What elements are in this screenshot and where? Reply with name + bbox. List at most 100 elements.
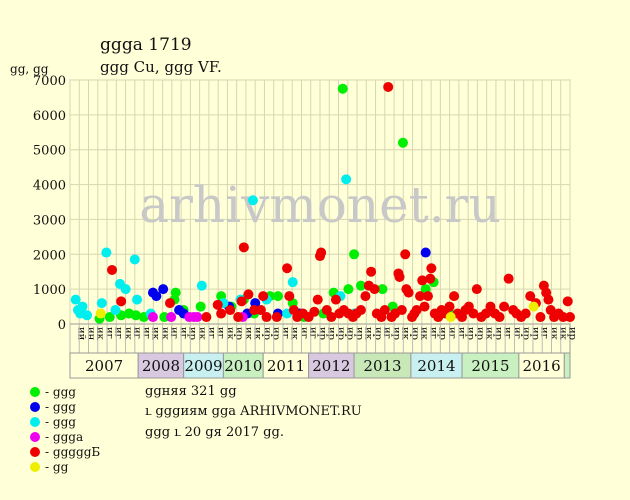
data-point xyxy=(116,296,127,307)
data-point xyxy=(562,296,573,307)
data-point xyxy=(417,275,428,286)
legend-label: - ցցցցցБ xyxy=(45,445,100,459)
x-tick-label: ир xyxy=(566,327,577,340)
y-tick-label: 1000 xyxy=(33,283,66,298)
x-tick-label: ик xyxy=(196,327,207,341)
x-tick-label: ик xyxy=(242,327,253,341)
legend-label: - ցցց xyxy=(45,385,76,399)
data-point xyxy=(284,291,295,302)
x-tick-label: ир xyxy=(437,327,448,340)
x-tick-label: ир xyxy=(261,327,272,340)
data-point xyxy=(82,310,93,321)
x-tick-label: ир xyxy=(326,327,337,340)
year-cell xyxy=(461,352,520,379)
data-point xyxy=(247,195,258,206)
data-point xyxy=(349,249,360,260)
data-point xyxy=(216,308,227,319)
legend: - ցցց- ցցց- ցցց- ցցցa- ցցցցցБ- ցց xyxy=(30,385,100,474)
data-point xyxy=(104,312,115,323)
x-tick-label: иг xyxy=(103,327,114,339)
x-tick-label: ир xyxy=(529,327,540,340)
data-point xyxy=(377,284,388,295)
x-tick-label: иг xyxy=(279,327,290,339)
data-point xyxy=(201,312,212,323)
x-tick-label: ир xyxy=(233,327,244,340)
data-point xyxy=(445,312,456,323)
x-tick-label: ин xyxy=(85,327,96,341)
data-point xyxy=(316,247,327,258)
data-point xyxy=(326,312,337,323)
year-label: 2007 xyxy=(85,357,123,375)
x-tick-label: ир xyxy=(344,327,355,340)
data-point xyxy=(312,294,323,305)
data-point xyxy=(403,287,414,298)
data-point xyxy=(110,305,121,316)
x-tick-label: ир xyxy=(520,327,531,340)
y-tick-label: 3000 xyxy=(33,213,66,228)
data-point xyxy=(419,301,430,312)
data-point xyxy=(147,312,158,323)
data-point xyxy=(444,301,455,312)
data-point xyxy=(195,301,206,312)
y-tick-label: 6000 xyxy=(33,109,66,124)
data-point xyxy=(415,291,425,302)
data-point xyxy=(369,284,380,295)
year-cell xyxy=(262,352,310,379)
x-tick-label: иг xyxy=(205,327,216,339)
data-point xyxy=(170,287,181,298)
x-tick-label: иг xyxy=(177,327,188,339)
x-tick-label: ик xyxy=(150,327,161,341)
x-tick-label: ик xyxy=(400,327,411,341)
legend-label: - ցց xyxy=(45,460,69,474)
x-tick-label: ик xyxy=(363,327,374,341)
data-point xyxy=(426,263,437,274)
data-point xyxy=(366,266,377,277)
year-cell xyxy=(137,352,185,379)
y-axis-unit-label: ցց, ցց xyxy=(10,62,49,76)
data-point xyxy=(341,174,352,185)
x-tick-label: иг xyxy=(381,327,392,339)
data-point xyxy=(255,305,266,316)
data-point xyxy=(77,301,88,312)
data-point xyxy=(397,137,408,148)
data-points xyxy=(70,81,575,324)
data-point xyxy=(449,291,460,302)
year-label: 2015 xyxy=(471,357,509,375)
x-tick-label: ир xyxy=(270,327,281,340)
data-point xyxy=(411,305,422,316)
x-tick-label: ир xyxy=(316,327,327,340)
legend-swatch xyxy=(30,417,40,427)
data-point xyxy=(158,284,169,295)
x-axis-sublabels: ийиникигигикигигикикигигирикигигикирикик… xyxy=(69,323,577,354)
data-point xyxy=(471,284,482,295)
x-tick-label: ик xyxy=(252,327,263,341)
x-tick-label: ир xyxy=(409,327,420,340)
x-tick-label: иг xyxy=(446,327,457,339)
year-cell xyxy=(563,352,571,379)
legend-swatch xyxy=(30,387,40,397)
data-point xyxy=(120,284,131,295)
data-point xyxy=(192,312,203,323)
data-point xyxy=(271,312,282,323)
year-label: 2016 xyxy=(522,357,560,375)
year-label: 2008 xyxy=(142,357,180,375)
data-point xyxy=(543,294,554,305)
x-tick-label: иг xyxy=(502,327,513,339)
data-point xyxy=(494,312,505,323)
watermark: arhivmonet.ru xyxy=(139,176,501,234)
data-point xyxy=(535,312,546,323)
x-tick-label: ик xyxy=(548,327,559,341)
x-tick-label: ик xyxy=(94,327,105,341)
year-label: 2013 xyxy=(363,357,401,375)
data-point xyxy=(282,263,293,274)
data-point xyxy=(422,291,433,302)
data-point xyxy=(261,312,272,323)
data-point xyxy=(196,280,207,291)
data-point xyxy=(287,277,298,288)
year-cell xyxy=(69,352,139,379)
data-point xyxy=(165,298,175,309)
x-tick-label: ик xyxy=(289,327,300,341)
data-point xyxy=(565,312,575,323)
data-point xyxy=(396,305,407,316)
